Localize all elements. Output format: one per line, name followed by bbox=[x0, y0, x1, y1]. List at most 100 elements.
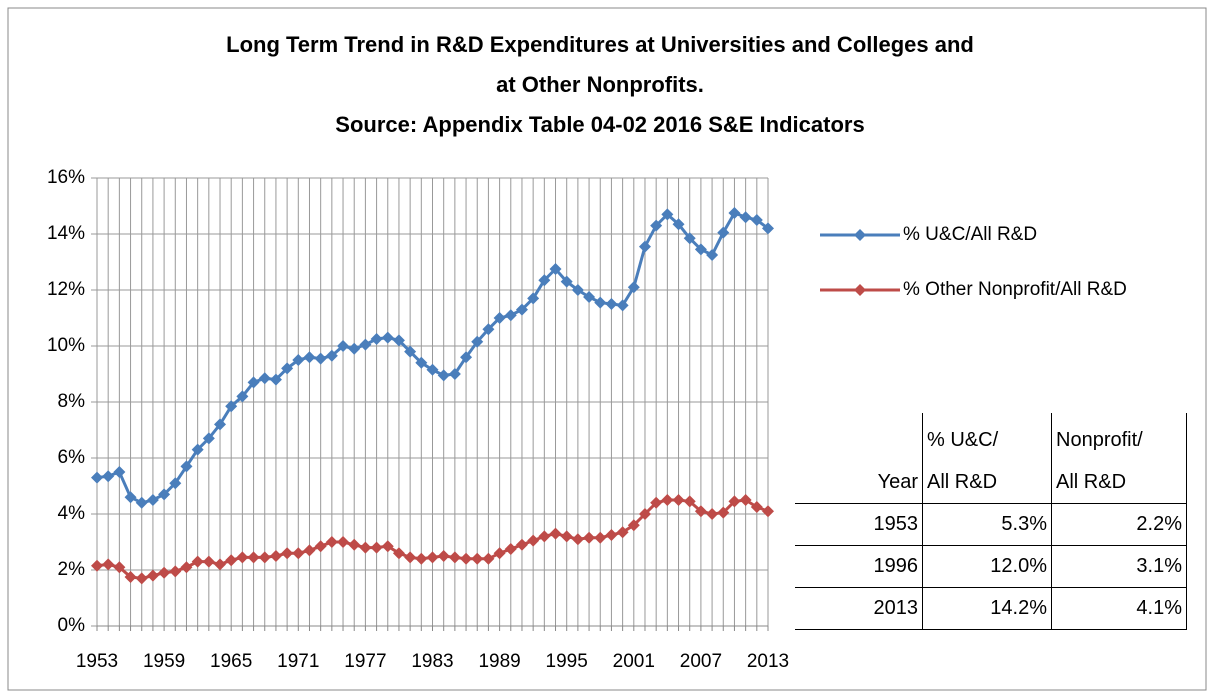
table-cell: 3.1% bbox=[1051, 545, 1187, 588]
point-marker bbox=[135, 572, 148, 585]
point-marker bbox=[594, 296, 607, 309]
point-marker bbox=[314, 352, 327, 365]
table-cell: 1996 bbox=[795, 545, 923, 588]
table-row: 1953 5.3% 2.2% bbox=[795, 503, 1187, 546]
point-marker bbox=[616, 526, 629, 539]
x-tick-label: 2013 bbox=[747, 651, 789, 672]
x-tick-label: 1995 bbox=[546, 651, 588, 672]
point-marker bbox=[661, 208, 674, 221]
header-text: % U&C/ bbox=[927, 429, 999, 451]
point-marker bbox=[571, 533, 584, 546]
point-marker bbox=[672, 218, 685, 231]
summary-table: Year% U&C/All R&D Nonprofit/All R&D 1953 5.… bbox=[795, 413, 1187, 630]
y-tick-label: 2% bbox=[58, 559, 86, 580]
point-marker bbox=[571, 284, 584, 296]
point-marker bbox=[694, 243, 707, 256]
header-cell: % U&C/All R&D bbox=[922, 413, 1052, 504]
y-tick-label: 14% bbox=[47, 223, 85, 244]
point-marker bbox=[370, 333, 383, 345]
point-marker bbox=[236, 551, 249, 564]
point-marker bbox=[303, 351, 316, 364]
point-marker bbox=[303, 544, 316, 557]
point-marker bbox=[717, 226, 730, 239]
point-marker bbox=[460, 351, 473, 364]
point-marker bbox=[281, 547, 294, 560]
point-marker bbox=[527, 292, 540, 305]
point-marker bbox=[113, 561, 126, 574]
point-marker bbox=[471, 552, 484, 565]
point-marker bbox=[348, 342, 361, 355]
point-marker bbox=[694, 505, 707, 518]
point-marker bbox=[102, 470, 115, 483]
point-marker bbox=[370, 541, 383, 554]
point-marker bbox=[225, 554, 238, 567]
table-row: 2013 14.2% 4.1% bbox=[795, 587, 1187, 630]
point-marker bbox=[180, 561, 193, 574]
point-marker bbox=[750, 501, 763, 513]
point-marker bbox=[392, 334, 405, 347]
point-marker bbox=[739, 211, 752, 224]
point-marker bbox=[281, 362, 294, 375]
point-marker bbox=[392, 547, 405, 560]
point-marker bbox=[739, 494, 752, 506]
x-tick-label: 2007 bbox=[680, 651, 722, 672]
x-tick-label: 1959 bbox=[143, 651, 185, 672]
point-marker bbox=[225, 400, 238, 413]
x-tick-label: 1989 bbox=[478, 651, 520, 672]
y-tick-label: 4% bbox=[58, 503, 86, 524]
point-marker bbox=[482, 552, 495, 565]
table-cell: 4.1% bbox=[1051, 587, 1187, 630]
point-marker bbox=[158, 488, 171, 501]
point-marker bbox=[214, 558, 227, 571]
point-marker bbox=[504, 309, 517, 322]
point-marker bbox=[314, 540, 327, 553]
x-tick-label: 1953 bbox=[76, 651, 118, 672]
point-marker bbox=[706, 249, 719, 261]
table-row: 1996 12.0% 3.1% bbox=[795, 545, 1187, 588]
point-marker bbox=[672, 494, 685, 506]
point-marker bbox=[292, 354, 305, 366]
point-marker bbox=[258, 551, 271, 564]
legend-label: % Other Nonprofit/All R&D bbox=[903, 279, 1127, 300]
point-marker bbox=[146, 494, 159, 506]
point-marker bbox=[583, 531, 596, 544]
point-marker bbox=[504, 543, 517, 555]
point-marker bbox=[717, 506, 730, 519]
point-marker bbox=[404, 551, 417, 564]
point-marker bbox=[538, 530, 551, 543]
point-marker bbox=[359, 541, 372, 554]
y-tick-label: 0% bbox=[58, 615, 86, 636]
point-marker bbox=[247, 551, 260, 564]
y-tick-label: 10% bbox=[47, 335, 85, 356]
legend-label: % U&C/All R&D bbox=[903, 224, 1037, 245]
point-marker bbox=[527, 534, 540, 547]
point-marker bbox=[616, 299, 629, 312]
point-marker bbox=[549, 527, 562, 540]
point-marker bbox=[169, 477, 182, 490]
y-tick-label: 8% bbox=[58, 391, 86, 412]
point-marker bbox=[337, 340, 350, 352]
point-marker bbox=[359, 338, 372, 351]
chart-title: at Other Nonprofits. bbox=[496, 72, 704, 97]
point-marker bbox=[627, 519, 640, 532]
point-marker bbox=[348, 538, 361, 551]
point-marker bbox=[493, 547, 506, 560]
point-marker bbox=[426, 363, 439, 376]
point-marker bbox=[460, 552, 473, 565]
x-tick-label: 1965 bbox=[210, 651, 252, 672]
y-tick-label: 12% bbox=[47, 279, 85, 300]
point-marker bbox=[202, 555, 215, 568]
table-header-row: Year% U&C/All R&D Nonprofit/All R&D bbox=[795, 413, 1187, 504]
x-tick-label: 2001 bbox=[613, 651, 655, 672]
header-cell: Year bbox=[795, 413, 923, 504]
point-marker bbox=[236, 390, 249, 403]
point-marker bbox=[437, 550, 450, 562]
table-cell: 2.2% bbox=[1051, 503, 1187, 546]
point-marker bbox=[337, 536, 350, 548]
point-marker bbox=[214, 418, 227, 431]
point-marker bbox=[605, 529, 618, 541]
point-marker bbox=[661, 494, 674, 506]
point-marker bbox=[515, 303, 528, 316]
